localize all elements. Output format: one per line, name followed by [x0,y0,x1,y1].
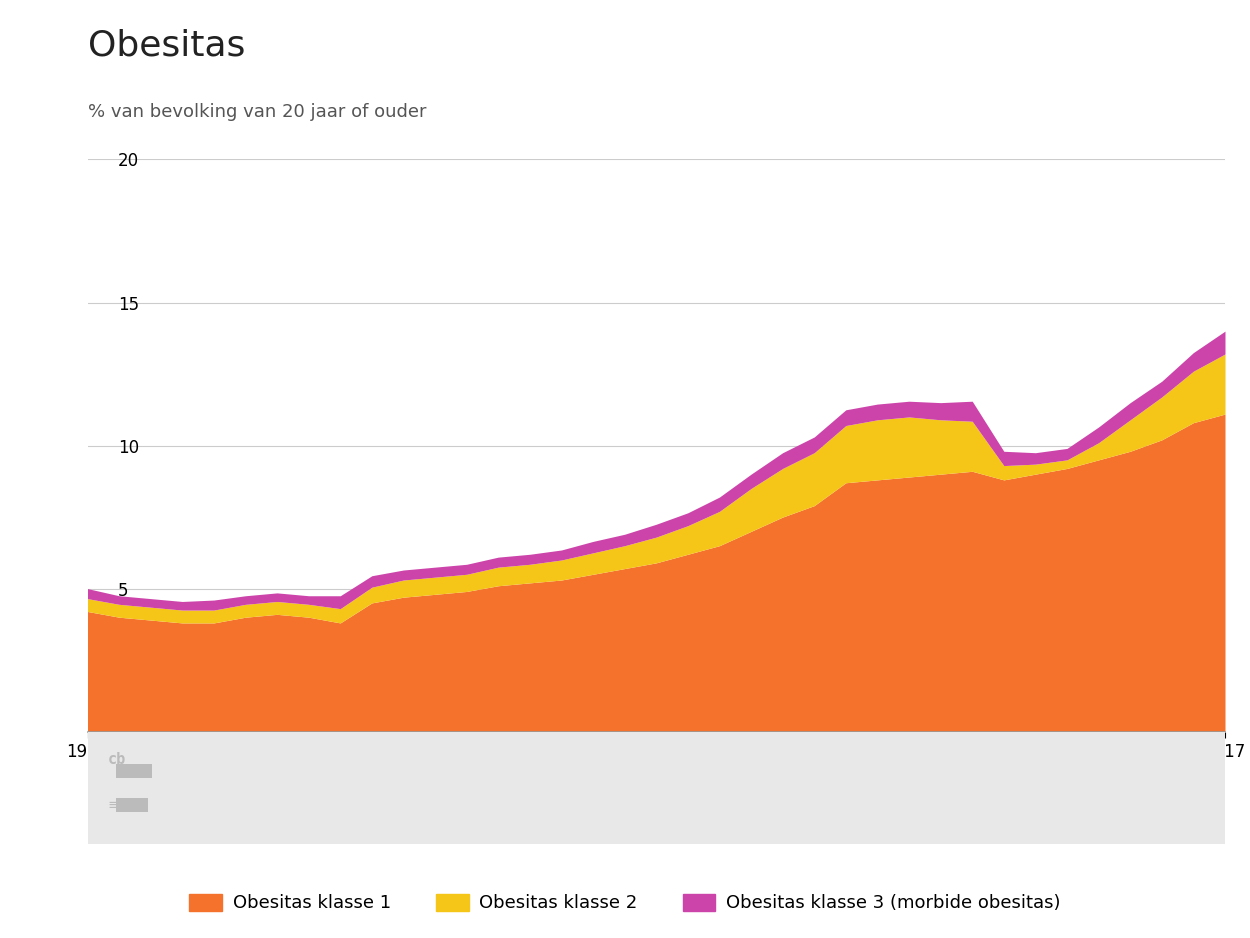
Text: ≡≡≡: ≡≡≡ [107,798,132,811]
Text: Obesitas: Obesitas [88,28,245,62]
Legend: Obesitas klasse 1, Obesitas klasse 2, Obesitas klasse 3 (morbide obesitas): Obesitas klasse 1, Obesitas klasse 2, Ob… [182,886,1068,919]
Text: % van bevolking van 20 jaar of ouder: % van bevolking van 20 jaar of ouder [88,103,426,121]
Text: cb: cb [107,752,126,767]
FancyBboxPatch shape [116,798,148,811]
FancyBboxPatch shape [116,764,152,778]
